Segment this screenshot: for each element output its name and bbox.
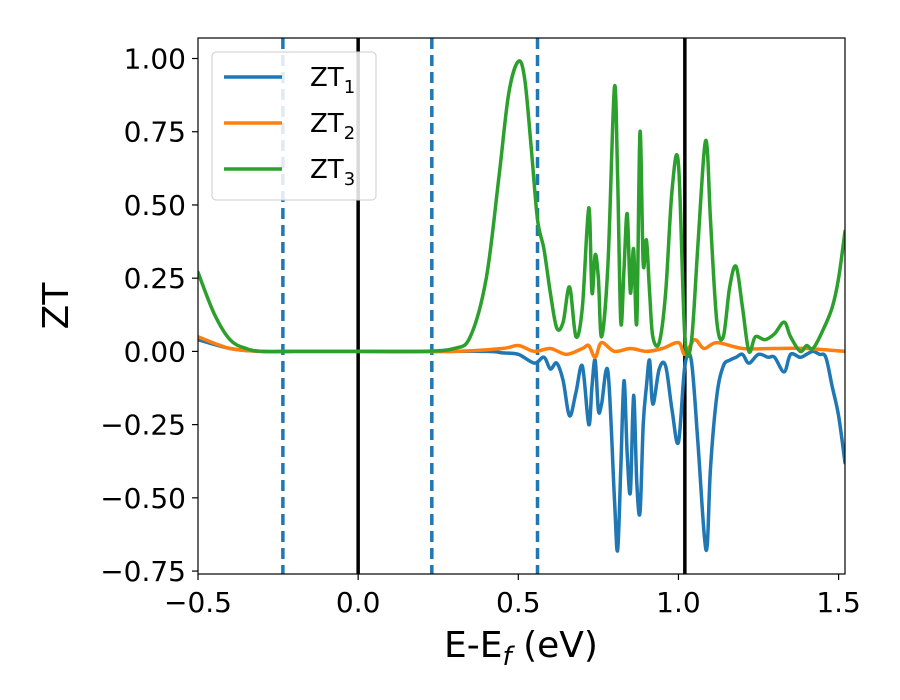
y-axis: −0.75 −0.50 −0.25 0.00 0.25 0.50 0.75 1.00 <box>100 43 198 588</box>
y-tick-label: 0.00 <box>124 335 186 368</box>
y-tick-label: 0.75 <box>124 116 186 149</box>
y-tick-label: −0.50 <box>100 482 186 515</box>
legend-label-2: ZT2 <box>310 109 355 144</box>
plot-frame <box>197 37 846 575</box>
x-axis-label: E-Ef (eV) <box>444 625 598 672</box>
x-tick-label: 0.5 <box>496 586 541 619</box>
y-tick-label: 0.50 <box>124 189 186 222</box>
legend-label-1: ZT1 <box>310 63 355 98</box>
x-axis-label-main: E-E <box>444 625 502 666</box>
y-tick-label: −0.25 <box>100 409 186 442</box>
legend: ZT1 ZT2 ZT3 <box>211 51 377 201</box>
y-tick-label: −0.75 <box>100 555 186 588</box>
legend-box <box>211 51 377 201</box>
y-tick-label: 1.00 <box>124 43 186 76</box>
x-axis-label-unit: (eV) <box>512 625 598 666</box>
x-tick-label: 1.0 <box>656 586 701 619</box>
x-tick-label: 1.5 <box>816 586 861 619</box>
y-axis-label: ZT <box>36 282 77 330</box>
legend-label-3: ZT3 <box>310 155 355 190</box>
x-axis: −0.5 0.0 0.5 1.0 1.5 <box>164 574 861 619</box>
series-lines <box>198 59 845 553</box>
y-tick-label: 0.25 <box>124 262 186 295</box>
x-tick-label: 0.0 <box>336 586 381 619</box>
series-line-3 <box>198 59 845 359</box>
x-tick-label: −0.5 <box>164 586 232 619</box>
series-line-1 <box>198 337 845 553</box>
